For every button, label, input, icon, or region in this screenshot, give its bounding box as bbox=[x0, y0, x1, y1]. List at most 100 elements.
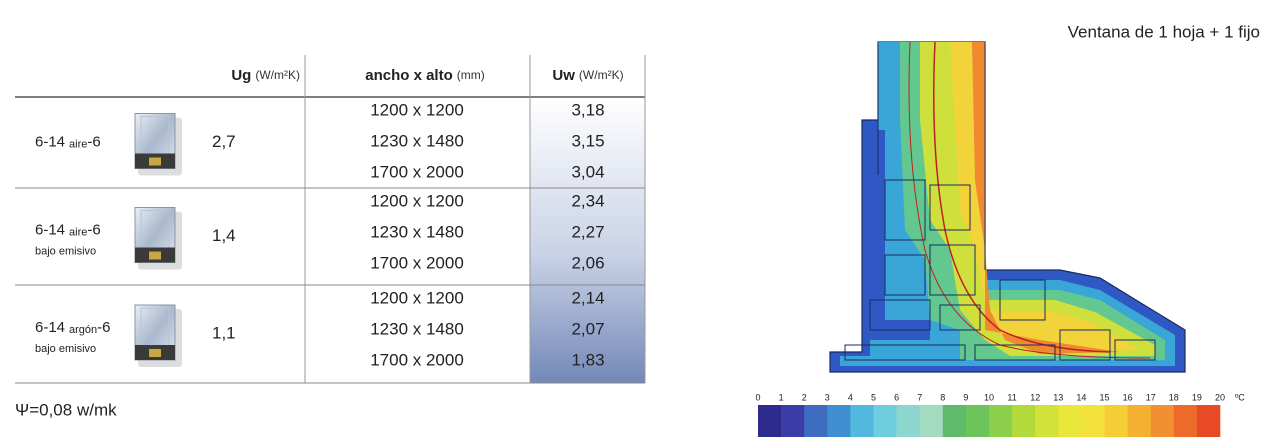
size: 1200 x 1200 bbox=[370, 288, 464, 307]
scale-swatch bbox=[942, 405, 967, 437]
scale-label: 7 bbox=[917, 392, 922, 402]
header-unit: (W/m²K) bbox=[255, 68, 300, 82]
warmer-zone bbox=[950, 42, 1140, 352]
footnote: Ψ=0,08 w/mk bbox=[15, 400, 117, 419]
glass-spec: -6 bbox=[87, 221, 100, 238]
isotherm bbox=[908, 41, 1151, 359]
scale-swatch bbox=[850, 405, 874, 437]
isotherm bbox=[933, 41, 1111, 353]
scale-label: 5 bbox=[871, 392, 876, 402]
header-unit: (W/m²K) bbox=[579, 68, 624, 82]
scale-swatch bbox=[1127, 405, 1151, 437]
column-header: ancho x alto (mm) bbox=[365, 67, 485, 84]
scale-swatch bbox=[758, 405, 782, 437]
scale-label: 12 bbox=[1030, 392, 1040, 402]
scale-label: 13 bbox=[1053, 392, 1063, 402]
scale-swatch bbox=[1081, 405, 1105, 437]
glass-icon-spacer bbox=[149, 157, 161, 166]
scale-label: 14 bbox=[1076, 392, 1086, 402]
column-header: Uw (W/m²K) bbox=[552, 67, 623, 84]
glass-note: bajo emisivo bbox=[35, 245, 96, 257]
scale-swatch bbox=[781, 405, 805, 437]
glass-label: 6-14 argón-6 bbox=[35, 319, 111, 336]
thermal-image bbox=[829, 41, 1186, 373]
gas: aire bbox=[69, 138, 87, 150]
uw-value: 2,34 bbox=[571, 191, 604, 210]
scale-swatch bbox=[1173, 405, 1198, 437]
scale-label: 8 bbox=[940, 392, 945, 402]
scale-label: 15 bbox=[1099, 392, 1109, 402]
profile-chambers bbox=[844, 42, 1156, 361]
scale-unit: ºC bbox=[1235, 392, 1245, 402]
scale-label: 3 bbox=[825, 392, 830, 402]
size: 1200 x 1200 bbox=[370, 191, 464, 210]
scale-swatch bbox=[1104, 405, 1128, 437]
uw-value: 3,18 bbox=[571, 100, 604, 119]
scale-swatch bbox=[804, 405, 828, 437]
uw-column-background bbox=[530, 97, 645, 383]
scale-label: 0 bbox=[755, 392, 760, 402]
gas: aire bbox=[69, 226, 87, 238]
scale-label: 19 bbox=[1192, 392, 1202, 402]
uw-value: 1,83 bbox=[571, 350, 604, 369]
scale-swatch bbox=[873, 405, 897, 437]
scale-label: 1 bbox=[779, 392, 784, 402]
uw-value: 3,15 bbox=[571, 131, 604, 150]
scale-label: 17 bbox=[1146, 392, 1156, 402]
header-name: Ug bbox=[231, 67, 251, 84]
header-unit: (mm) bbox=[457, 68, 485, 82]
scale-swatch bbox=[896, 405, 920, 437]
uw-value: 2,27 bbox=[571, 222, 604, 241]
scale-label: 10 bbox=[984, 392, 994, 402]
scale-swatch bbox=[1196, 405, 1221, 437]
scale-swatch bbox=[827, 405, 851, 437]
header-name: Uw bbox=[552, 67, 575, 84]
glass-spec: 6-14 bbox=[35, 133, 65, 150]
figure-title: Ventana de 1 hoja + 1 fijo bbox=[1068, 22, 1260, 41]
scale-label: 20 bbox=[1215, 392, 1225, 402]
uw-value: 2,07 bbox=[571, 319, 604, 338]
scale-label: 16 bbox=[1123, 392, 1133, 402]
size: 1230 x 1480 bbox=[370, 222, 464, 241]
glass-spec: -6 bbox=[97, 319, 110, 336]
glass-spec: 6-14 bbox=[35, 221, 65, 238]
table: Ug (W/m²K) ancho x alto (mm) Uw (W/m²K) 6-14 ai… bbox=[15, 55, 646, 419]
column-header: Ug (W/m²K) bbox=[231, 67, 300, 84]
size: 1700 x 2000 bbox=[370, 253, 464, 272]
scale-label: 4 bbox=[848, 392, 853, 402]
glass-note: bajo emisivo bbox=[35, 343, 96, 355]
scale-swatch bbox=[1035, 405, 1059, 437]
size: 1230 x 1480 bbox=[370, 131, 464, 150]
scale-label: 2 bbox=[802, 392, 807, 402]
glass-icon-spacer bbox=[149, 349, 161, 357]
gas: argón bbox=[69, 324, 97, 336]
size: 1230 x 1480 bbox=[370, 319, 464, 338]
scale-label: 6 bbox=[894, 392, 899, 402]
uw-value: 3,04 bbox=[571, 162, 604, 181]
scale-label: 11 bbox=[1007, 392, 1016, 402]
scale-swatch bbox=[1058, 405, 1082, 437]
ug-value: 1,4 bbox=[212, 226, 236, 245]
scale-swatch bbox=[989, 405, 1013, 437]
glass-icon-spacer bbox=[149, 251, 161, 260]
scale-label: 9 bbox=[963, 392, 968, 402]
ug-value: 2,7 bbox=[212, 132, 236, 151]
uw-value: 2,06 bbox=[571, 253, 604, 272]
scale-swatch bbox=[1012, 405, 1036, 437]
header-name: ancho x alto bbox=[365, 67, 453, 84]
scale-swatch bbox=[919, 405, 944, 437]
size: 1200 x 1200 bbox=[370, 100, 464, 119]
scale-swatch bbox=[965, 405, 990, 437]
glass-label: 6-14 aire-6 bbox=[35, 221, 101, 238]
glass-label: 6-14 aire-6 bbox=[35, 133, 101, 150]
scale-label: 18 bbox=[1169, 392, 1179, 402]
scale-swatch bbox=[1150, 405, 1175, 437]
hot-zone bbox=[972, 42, 1120, 354]
glass-spec: 6-14 bbox=[35, 319, 65, 336]
ug-value: 1,1 bbox=[212, 323, 236, 342]
size: 1700 x 2000 bbox=[370, 350, 464, 369]
glass-spec: -6 bbox=[87, 133, 100, 150]
size: 1700 x 2000 bbox=[370, 162, 464, 181]
